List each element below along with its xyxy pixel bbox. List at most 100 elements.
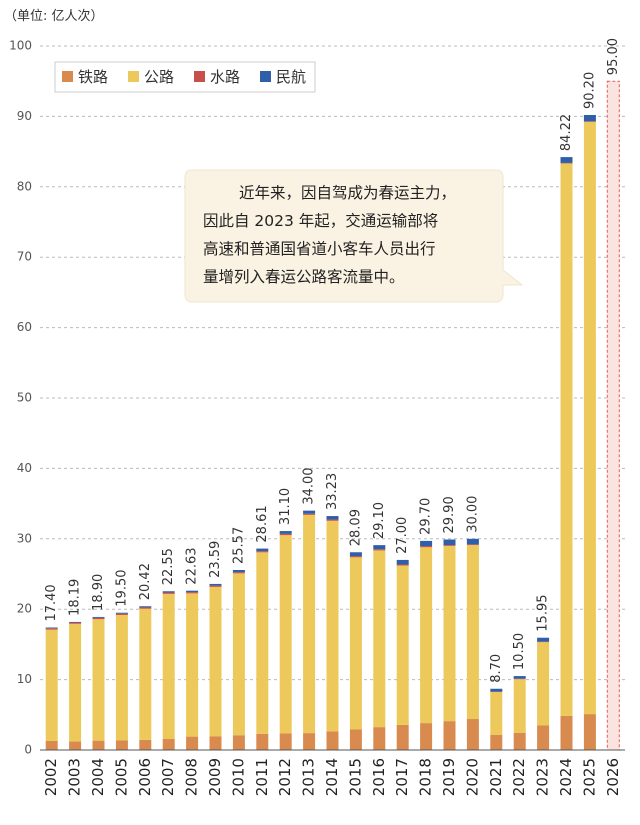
bar-segment — [349, 557, 362, 730]
bar-segment — [186, 590, 199, 593]
bar-segment — [349, 729, 362, 750]
total-label: 84.22 — [559, 114, 574, 151]
bar-segment — [490, 691, 503, 735]
total-label: 22.55 — [161, 548, 176, 585]
bar-segment — [139, 606, 152, 608]
bar-segment — [373, 545, 386, 550]
total-label: 28.61 — [255, 505, 270, 542]
bar-segment — [373, 550, 386, 728]
y-tick-label: 60 — [17, 320, 32, 334]
bar-segment — [209, 583, 222, 586]
bar-segment — [583, 121, 596, 122]
y-tick-label: 20 — [17, 602, 32, 616]
bar-segment — [537, 637, 550, 642]
total-label: 29.70 — [419, 498, 434, 535]
bar-segment — [513, 676, 526, 679]
bar-segment — [45, 627, 58, 629]
bar-segment — [256, 551, 269, 553]
bar-segment — [256, 548, 269, 552]
annotation-line: 量增列入春运公路客流量中。 — [203, 268, 405, 286]
bar-segment — [115, 740, 128, 750]
bar-segment — [115, 614, 128, 741]
legend-swatch — [62, 71, 73, 82]
bar-segment — [139, 608, 152, 740]
bar-segment — [139, 607, 152, 609]
bar-segment — [443, 721, 456, 750]
bar-segment — [279, 733, 292, 750]
bar-segment — [69, 741, 82, 750]
x-tick-label: 2016 — [370, 758, 388, 796]
bar-segment — [45, 629, 58, 741]
forecast-bar — [606, 80, 620, 751]
total-label: 8.70 — [489, 654, 504, 683]
x-tick-label: 2005 — [112, 758, 130, 796]
bar-segment — [69, 622, 82, 624]
total-label: 22.63 — [185, 547, 200, 584]
bar-segment — [373, 727, 386, 750]
annotation: 近年来，因自驾成为春运主力， 因此自 2023 年起，交通运输部将 高速和普通国… — [184, 169, 524, 303]
total-label: 18.19 — [68, 579, 83, 616]
total-label: 90.20 — [582, 72, 597, 109]
x-tick-label: 2014 — [323, 758, 341, 796]
annotation-box — [184, 169, 524, 303]
bar-segment — [139, 739, 152, 750]
bar-segment — [186, 736, 199, 750]
x-tick-label: 2021 — [487, 758, 505, 796]
bar-segment — [560, 715, 573, 750]
total-label: 95.00 — [606, 38, 621, 75]
x-tick-label: 2003 — [66, 758, 84, 796]
x-tick-label: 2008 — [183, 758, 201, 796]
bar-segment — [209, 585, 222, 587]
bar-segment — [69, 623, 82, 742]
y-tick-label: 10 — [17, 672, 32, 686]
bar-segment — [583, 121, 596, 715]
bar-segment — [256, 733, 269, 750]
x-tick-label: 2026 — [604, 758, 622, 796]
x-tick-label: 2023 — [534, 758, 552, 796]
x-tick-label: 2007 — [159, 758, 177, 796]
x-tick-label: 2002 — [42, 758, 60, 796]
bar-segment — [326, 516, 339, 520]
bar-segment — [162, 591, 175, 593]
bar-segment — [209, 586, 222, 737]
bar-segment — [420, 723, 433, 750]
bar-segment — [303, 513, 316, 515]
bar-segment — [396, 559, 409, 565]
bar-segment — [232, 572, 245, 574]
total-label: 10.50 — [512, 633, 527, 670]
legend-label: 民航 — [276, 68, 306, 86]
x-tick-label: 2019 — [440, 758, 458, 796]
legend-label: 水路 — [210, 68, 240, 86]
x-tick-label: 2025 — [580, 758, 598, 796]
total-label: 20.42 — [138, 563, 153, 600]
bar-segment — [396, 724, 409, 750]
bar-segment — [443, 545, 456, 722]
bar-segment — [537, 725, 550, 750]
x-tick-label: 2024 — [557, 758, 575, 796]
bar-segment — [466, 719, 479, 750]
bar-segment — [583, 714, 596, 750]
x-tick-label: 2012 — [276, 758, 294, 796]
bar-segment — [279, 531, 292, 534]
bar-segment — [396, 565, 409, 725]
bar-segment — [490, 688, 503, 692]
annotation-line: 因此自 2023 年起，交通运输部将 — [203, 212, 438, 230]
legend-box — [54, 61, 316, 93]
y-tick-label: 50 — [17, 391, 32, 405]
bar-segment — [349, 552, 362, 557]
bar-segment — [537, 642, 550, 726]
bar-segment — [186, 593, 199, 737]
bar-segment — [92, 740, 105, 750]
total-label: 28.09 — [348, 509, 363, 546]
total-label: 30.00 — [465, 496, 480, 533]
total-label: 31.10 — [278, 488, 293, 525]
total-label: 18.90 — [91, 574, 106, 611]
bar-segment — [186, 592, 199, 594]
bar-segment — [115, 613, 128, 615]
legend-label: 公路 — [144, 68, 174, 86]
unit-label: （单位: 亿人次） — [4, 8, 104, 24]
y-tick-label: 100 — [9, 39, 32, 53]
bar-segment — [162, 739, 175, 750]
bar-segment — [162, 592, 175, 594]
